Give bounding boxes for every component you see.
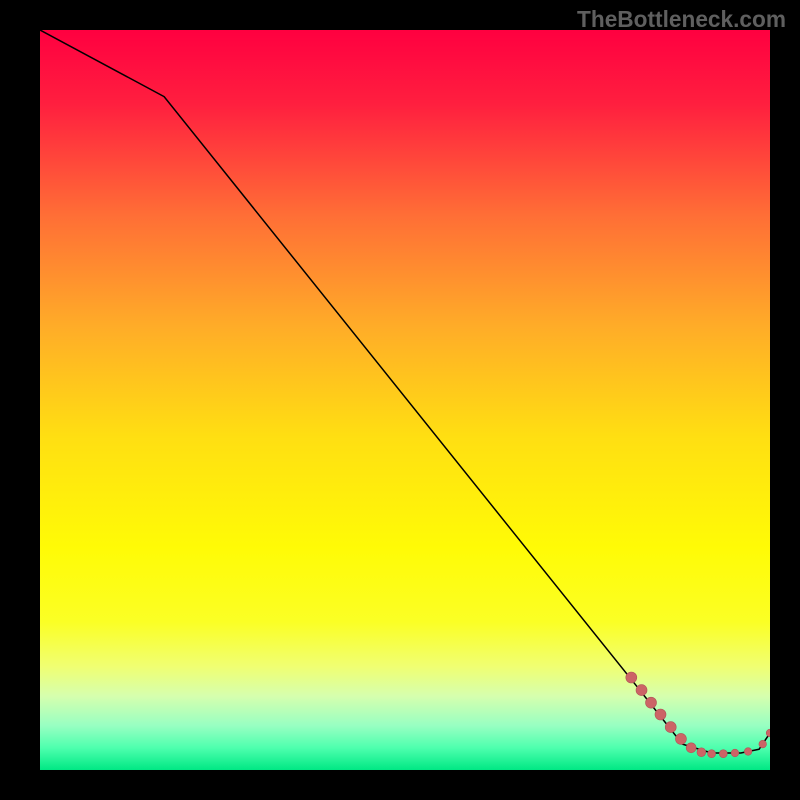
gradient-background — [40, 30, 770, 770]
watermark-text: TheBottleneck.com — [577, 6, 786, 33]
figure-container: TheBottleneck.com — [0, 0, 800, 800]
plot-area — [40, 30, 770, 770]
